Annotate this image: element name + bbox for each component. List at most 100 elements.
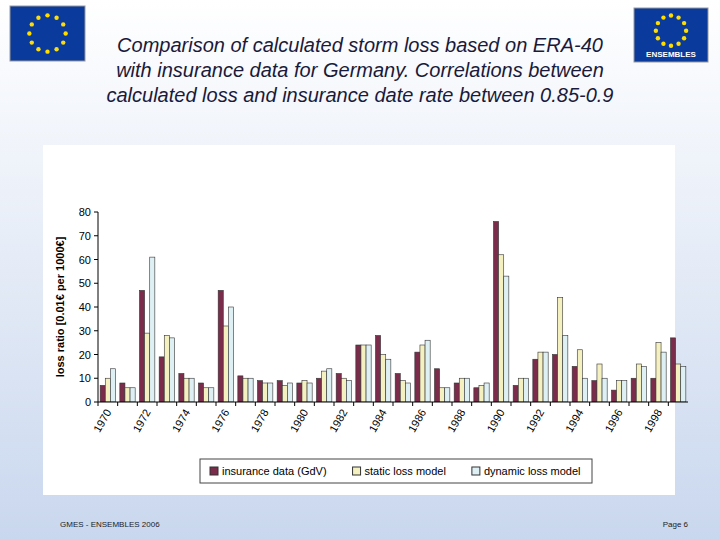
x-tick (412, 402, 413, 406)
x-tick (648, 402, 649, 406)
legend-swatch (210, 467, 218, 475)
bar (617, 381, 622, 402)
legend-box (200, 459, 592, 483)
bar (282, 385, 287, 402)
bar (366, 345, 371, 402)
legend: insurance data (GdV)static loss modeldyn… (200, 459, 592, 483)
x-tick (373, 402, 374, 406)
x-tick (570, 402, 571, 406)
bar (198, 383, 203, 402)
bar (302, 381, 307, 402)
bar (125, 388, 130, 402)
bar (386, 359, 391, 402)
bar (558, 298, 563, 403)
bar (504, 276, 509, 402)
bar (322, 371, 327, 402)
y-tick-label: 70 (79, 230, 91, 242)
bar (228, 307, 233, 402)
x-tick-label: 1994 (563, 407, 586, 434)
bar (316, 378, 321, 402)
star (684, 28, 688, 32)
bar (670, 338, 675, 402)
x-tick (196, 402, 197, 406)
x-tick (530, 402, 531, 406)
x-tick (491, 402, 492, 406)
y-tick-label: 30 (79, 325, 91, 337)
star (30, 22, 34, 26)
bar (257, 381, 262, 402)
y-tick-label: 20 (79, 349, 91, 361)
bar (464, 378, 469, 402)
star (676, 15, 680, 19)
title-line: with insurance data for Germany. Correla… (116, 59, 604, 81)
y-tick-label: 50 (79, 277, 91, 289)
y-tick (94, 283, 98, 284)
bar (375, 336, 380, 403)
x-tick-label: 1982 (327, 407, 350, 434)
x-tick (98, 402, 99, 406)
x-tick (275, 402, 276, 406)
bar (169, 338, 174, 402)
bar (145, 333, 150, 402)
bar (179, 374, 184, 403)
bar (159, 357, 164, 402)
star (45, 13, 49, 17)
bar (164, 336, 169, 403)
title: Comparison of calculated storm loss base… (106, 34, 613, 106)
x-tick-label: 1976 (209, 407, 232, 434)
legend-swatch (353, 467, 361, 475)
x-tick (294, 402, 295, 406)
y-axis-label: loss ratio [0.01€ per 1000€] (54, 236, 66, 377)
footer-left: GMES - ENSEMBLES 2006 (60, 520, 160, 529)
bar (238, 376, 243, 402)
bar (582, 378, 587, 402)
x-tick-label: 1978 (248, 407, 271, 434)
x-tick (550, 402, 551, 406)
x-tick (432, 402, 433, 406)
bar (661, 352, 666, 402)
bar (209, 388, 214, 402)
star (54, 47, 58, 51)
x-tick (216, 402, 217, 406)
y-axis (98, 212, 99, 402)
x-tick-label: 1992 (524, 407, 547, 434)
bar (189, 378, 194, 402)
star (54, 16, 58, 20)
logo-text: ENSEMBLES (646, 50, 696, 59)
star (661, 42, 665, 46)
bar (474, 388, 479, 402)
bar (622, 381, 627, 402)
bar (636, 364, 641, 402)
x-tick (353, 402, 354, 406)
bar (204, 388, 209, 402)
chart-area (43, 145, 675, 495)
star (36, 47, 40, 51)
legend-label: insurance data (GdV) (222, 465, 327, 477)
bar (263, 383, 268, 402)
background (0, 0, 720, 540)
x-tick (609, 402, 610, 406)
flag (10, 6, 85, 61)
star (36, 16, 40, 20)
x-tick-label: 1974 (170, 407, 193, 434)
title-line: Comparison of calculated storm loss base… (117, 34, 603, 56)
bar (405, 383, 410, 402)
bar (139, 290, 144, 402)
x-tick (137, 402, 138, 406)
bar (346, 381, 351, 402)
bar (105, 378, 110, 402)
bar (523, 378, 528, 402)
star (656, 21, 660, 25)
x-tick (334, 402, 335, 406)
x-tick (393, 402, 394, 406)
x-tick-label: 1988 (445, 407, 468, 434)
x-tick-label: 1996 (602, 407, 625, 434)
eu-logo (10, 6, 85, 61)
y-tick (94, 402, 98, 403)
star (61, 22, 65, 26)
star (656, 36, 660, 40)
bar (454, 383, 459, 402)
star (61, 40, 65, 44)
y-tick (94, 259, 98, 260)
flag (634, 8, 708, 62)
